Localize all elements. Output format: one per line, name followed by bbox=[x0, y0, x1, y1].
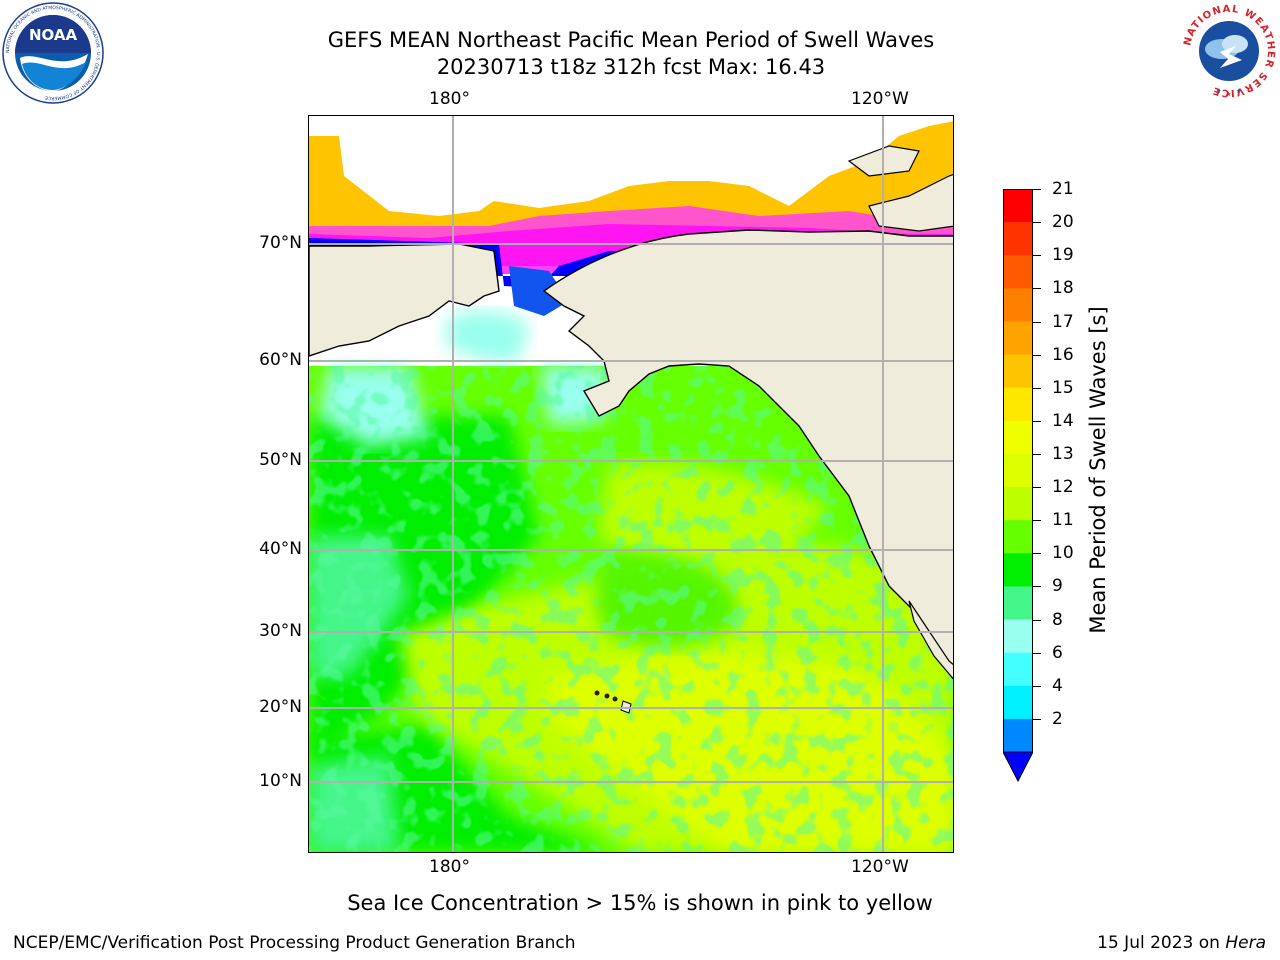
colorbar-tick-label: 19 bbox=[1052, 245, 1074, 266]
colorbar-tick-label: 15 bbox=[1052, 377, 1074, 398]
lon-label-bottom-120w: 120°W bbox=[851, 857, 909, 877]
lat-label-20n: 20°N bbox=[259, 697, 302, 717]
svg-text:★: ★ bbox=[1216, 88, 1221, 95]
colorbar-tick-label: 17 bbox=[1052, 311, 1074, 332]
colorbar-cell bbox=[1003, 453, 1033, 488]
colorbar-tick-mark bbox=[1033, 222, 1041, 224]
colorbar-cell bbox=[1003, 685, 1033, 720]
colorbar-tick-label: 16 bbox=[1052, 344, 1074, 365]
colorbar-cell bbox=[1003, 718, 1033, 753]
colorbar-tick-mark bbox=[1033, 387, 1041, 389]
colorbar-tick-label: 8 bbox=[1052, 609, 1063, 630]
colorbar bbox=[1003, 189, 1033, 783]
colorbar-tick-label: 20 bbox=[1052, 212, 1074, 233]
colorbar-cell bbox=[1003, 487, 1033, 521]
svg-text:★: ★ bbox=[1236, 88, 1241, 95]
colorbar-tick-mark bbox=[1033, 255, 1041, 257]
colorbar-tick-label: 9 bbox=[1052, 576, 1063, 597]
colorbar-cell bbox=[1003, 520, 1033, 554]
noaa-wordmark: NOAA bbox=[29, 26, 78, 44]
colorbar-cell bbox=[1003, 652, 1033, 687]
svg-text:★: ★ bbox=[1226, 91, 1231, 98]
colorbar-extend-arrow bbox=[1003, 751, 1033, 783]
colorbar-tick-mark bbox=[1033, 520, 1041, 522]
colorbar-cell bbox=[1003, 387, 1033, 422]
colorbar-tick-mark bbox=[1033, 586, 1041, 588]
lat-label-70n: 70°N bbox=[259, 233, 302, 253]
colorbar-tick-mark bbox=[1033, 288, 1041, 290]
lat-label-30n: 30°N bbox=[259, 621, 302, 641]
colorbar-tick-mark bbox=[1033, 420, 1041, 422]
colorbar-tick-label: 13 bbox=[1052, 443, 1074, 464]
colorbar-tick-label: 11 bbox=[1052, 510, 1074, 531]
colorbar-tick-mark bbox=[1033, 685, 1041, 687]
colorbar-tick-mark bbox=[1033, 487, 1041, 489]
colorbar-cell bbox=[1003, 222, 1033, 256]
swell-period-field bbox=[309, 116, 953, 852]
lat-label-50n: 50°N bbox=[259, 450, 302, 470]
colorbar-tick-label: 12 bbox=[1052, 477, 1074, 498]
colorbar-title: Mean Period of Swell Waves [s] bbox=[1086, 306, 1110, 634]
lat-label-60n: 60°N bbox=[259, 350, 302, 370]
lon-label-top-180: 180° bbox=[429, 89, 470, 109]
colorbar-cell bbox=[1003, 189, 1033, 223]
colorbar-tick-label: 18 bbox=[1052, 278, 1074, 299]
colorbar-tick-label: 6 bbox=[1052, 642, 1063, 663]
plot-subtitle: 20230713 t18z 312h fcst Max: 16.43 bbox=[436, 55, 826, 79]
lon-label-top-120w: 120°W bbox=[851, 89, 909, 109]
colorbar-tick-label: 2 bbox=[1052, 708, 1063, 729]
lon-label-bottom-180: 180° bbox=[429, 857, 470, 877]
colorbar-tick-mark bbox=[1033, 553, 1041, 555]
colorbar-tick-mark bbox=[1033, 718, 1041, 720]
graticule bbox=[309, 116, 953, 852]
nws-logo: NATIONAL WEATHER SERVICE ★ ★ ★ bbox=[1182, 4, 1276, 98]
colorbar-cell bbox=[1003, 553, 1033, 587]
colorbar-cell bbox=[1003, 288, 1033, 322]
plot-title: GEFS MEAN Northeast Pacific Mean Period … bbox=[327, 28, 935, 52]
colorbar-tick-label: 10 bbox=[1052, 543, 1074, 564]
sea-ice-note: Sea Ice Concentration > 15% is shown in … bbox=[347, 891, 933, 915]
colorbar-tick-mark bbox=[1033, 354, 1041, 356]
colorbar-tick-label: 14 bbox=[1052, 410, 1074, 431]
colorbar-tick-mark bbox=[1033, 453, 1041, 455]
colorbar-cell bbox=[1003, 420, 1033, 455]
colorbar-cell bbox=[1003, 255, 1033, 289]
colorbar-cell bbox=[1003, 354, 1033, 389]
colorbar-tick-mark bbox=[1033, 652, 1041, 654]
colorbar-tick-label: 21 bbox=[1052, 179, 1074, 199]
footer-date: 15 Jul 2023 on Hera bbox=[1097, 933, 1266, 953]
lat-label-10n: 10°N bbox=[259, 771, 302, 791]
colorbar-tick-label: 4 bbox=[1052, 675, 1063, 696]
colorbar-cell bbox=[1003, 321, 1033, 356]
footer-credit: NCEP/EMC/Verification Post Processing Pr… bbox=[13, 933, 576, 953]
map-panel[interactable] bbox=[308, 115, 954, 853]
lat-label-40n: 40°N bbox=[259, 539, 302, 559]
colorbar-tick-mark bbox=[1033, 619, 1041, 621]
footer-machine: Hera bbox=[1225, 933, 1266, 953]
colorbar-tick-mark bbox=[1033, 189, 1041, 190]
colorbar-tick-mark bbox=[1033, 321, 1041, 323]
noaa-logo: NATIONAL OCEANIC AND ATMOSPHERIC ADMINIS… bbox=[2, 2, 104, 104]
colorbar-cell bbox=[1003, 619, 1033, 654]
colorbar-cell bbox=[1003, 586, 1033, 621]
